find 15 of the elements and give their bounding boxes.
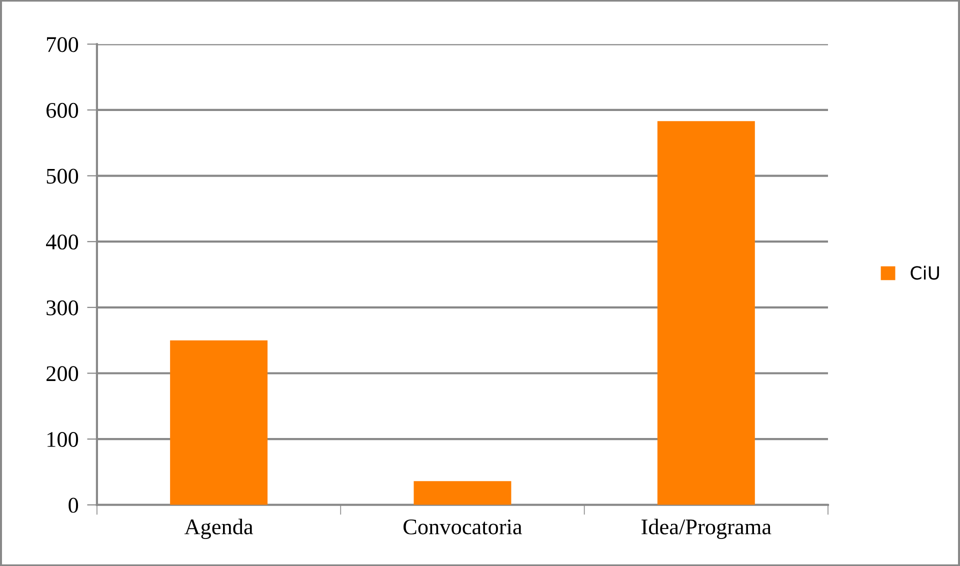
bar xyxy=(657,121,755,505)
legend-label: CiU xyxy=(910,266,939,280)
y-tick-label: 600 xyxy=(46,102,78,118)
x-tick-label: Agenda xyxy=(184,518,254,539)
y-tick-label: 500 xyxy=(46,168,78,184)
y-tick-label: 100 xyxy=(48,432,78,447)
y-tick-label: 300 xyxy=(46,300,78,316)
y-tick-label: 200 xyxy=(46,366,78,382)
y-tick-label: 700 xyxy=(47,37,78,52)
bar xyxy=(170,340,268,505)
bar xyxy=(414,481,512,505)
y-tick-label: 0 xyxy=(68,498,78,513)
x-tick-label: Idea/Programa xyxy=(642,518,772,539)
x-tick-label: Convocatoria xyxy=(404,519,522,534)
y-tick-label: 400 xyxy=(46,234,78,250)
